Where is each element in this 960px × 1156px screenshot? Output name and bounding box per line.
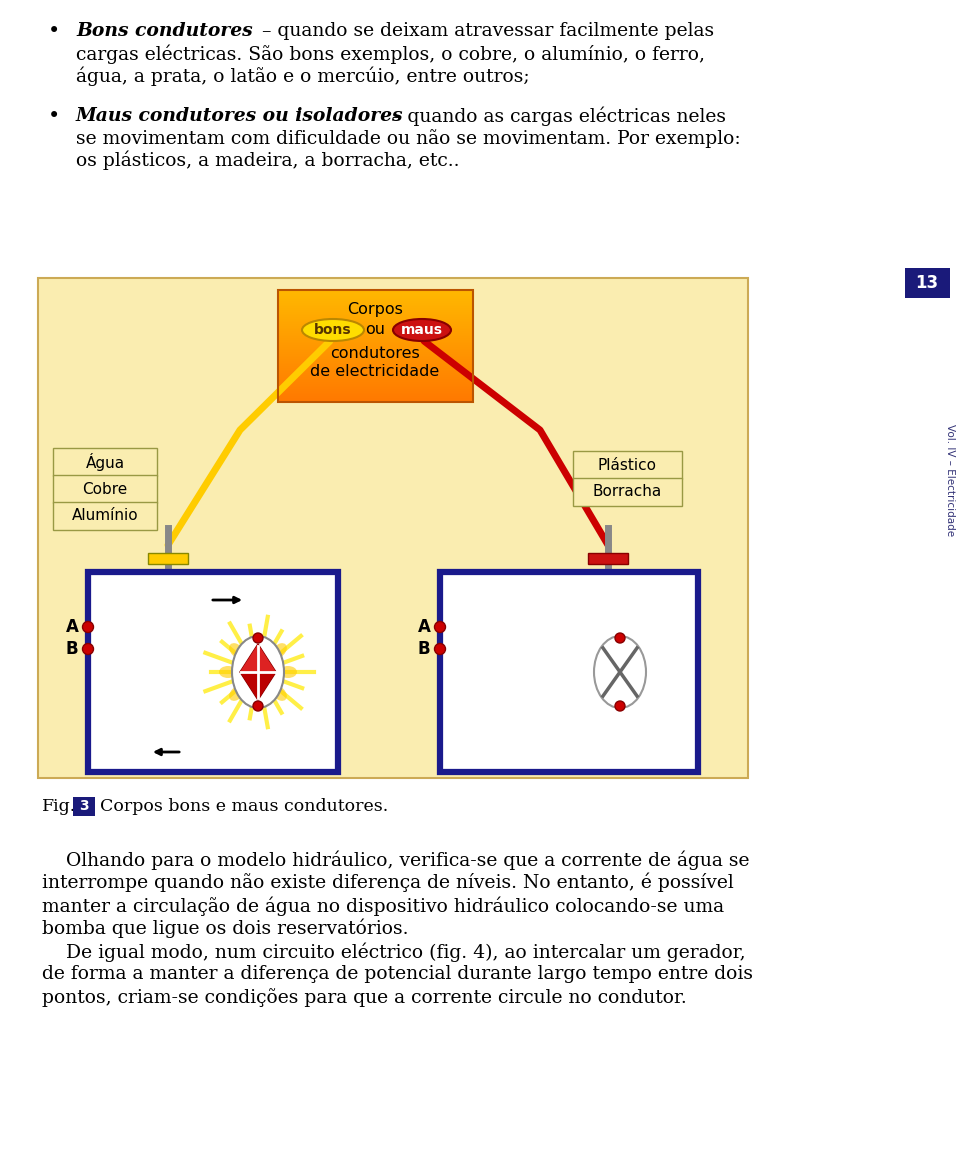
Text: B: B bbox=[418, 640, 430, 658]
FancyBboxPatch shape bbox=[573, 477, 682, 506]
Text: interrompe quando não existe diferença de níveis. No entanto, é possível: interrompe quando não existe diferença d… bbox=[42, 873, 733, 892]
Text: Maus condutores ou isoladores: Maus condutores ou isoladores bbox=[76, 108, 403, 125]
Text: Olhando para o modelo hidráulico, verifica-se que a corrente de água se: Olhando para o modelo hidráulico, verifi… bbox=[42, 850, 750, 869]
Text: Vol. IV – Electricidade: Vol. IV – Electricidade bbox=[945, 424, 955, 536]
Circle shape bbox=[83, 644, 93, 654]
Text: bons: bons bbox=[314, 323, 351, 338]
Bar bbox=[38, 277, 748, 778]
Circle shape bbox=[435, 644, 445, 654]
Text: – quando se deixam atravessar facilmente pelas: – quando se deixam atravessar facilmente… bbox=[256, 22, 714, 40]
Ellipse shape bbox=[272, 686, 287, 701]
Ellipse shape bbox=[393, 319, 451, 341]
Polygon shape bbox=[240, 644, 276, 672]
FancyBboxPatch shape bbox=[53, 475, 157, 503]
Circle shape bbox=[615, 701, 625, 711]
Text: de electricidade: de electricidade bbox=[310, 364, 440, 379]
Text: água, a prata, o latão e o mercúio, entre outros;: água, a prata, o latão e o mercúio, entr… bbox=[76, 66, 530, 86]
Text: de forma a manter a diferença de potencial durante largo tempo entre dois: de forma a manter a diferença de potenci… bbox=[42, 965, 753, 983]
Text: manter a circulação de água no dispositivo hidráulico colocando-se uma: manter a circulação de água no dispositi… bbox=[42, 896, 724, 916]
Text: Corpos bons e maus condutores.: Corpos bons e maus condutores. bbox=[100, 798, 388, 815]
Ellipse shape bbox=[272, 643, 287, 659]
FancyBboxPatch shape bbox=[53, 449, 157, 476]
Polygon shape bbox=[240, 672, 276, 701]
Ellipse shape bbox=[252, 692, 264, 711]
Circle shape bbox=[83, 622, 93, 632]
Text: – quando as cargas eléctricas neles: – quando as cargas eléctricas neles bbox=[386, 108, 726, 126]
Text: A: A bbox=[418, 618, 430, 636]
Ellipse shape bbox=[232, 636, 284, 707]
Text: •: • bbox=[48, 22, 60, 40]
Text: 13: 13 bbox=[916, 274, 939, 292]
Ellipse shape bbox=[219, 666, 237, 679]
Text: cargas eléctricas. São bons exemplos, o cobre, o alumínio, o ferro,: cargas eléctricas. São bons exemplos, o … bbox=[76, 44, 705, 64]
Ellipse shape bbox=[302, 319, 364, 341]
Ellipse shape bbox=[252, 633, 264, 651]
Text: Fig.: Fig. bbox=[42, 798, 76, 815]
Text: ou: ou bbox=[365, 323, 385, 338]
Text: Borracha: Borracha bbox=[592, 484, 661, 499]
Circle shape bbox=[253, 701, 263, 711]
Ellipse shape bbox=[279, 666, 297, 679]
Text: •: • bbox=[48, 108, 60, 126]
Polygon shape bbox=[240, 644, 276, 701]
Ellipse shape bbox=[594, 636, 646, 707]
Bar bbox=[440, 572, 698, 772]
Text: bomba que ligue os dois reservatórios.: bomba que ligue os dois reservatórios. bbox=[42, 919, 409, 939]
Text: Corpos: Corpos bbox=[348, 302, 403, 317]
Text: De igual modo, num circuito eléctrico (fig. 4), ao intercalar um gerador,: De igual modo, num circuito eléctrico (f… bbox=[42, 942, 746, 962]
Circle shape bbox=[615, 633, 625, 643]
Ellipse shape bbox=[229, 686, 245, 701]
Text: os plásticos, a madeira, a borracha, etc..: os plásticos, a madeira, a borracha, etc… bbox=[76, 151, 460, 170]
FancyBboxPatch shape bbox=[573, 451, 682, 479]
Text: maus: maus bbox=[401, 323, 443, 338]
Text: A: A bbox=[65, 618, 79, 636]
Text: se movimentam com dificuldade ou não se movimentam. Por exemplo:: se movimentam com dificuldade ou não se … bbox=[76, 129, 740, 148]
Text: Alumínio: Alumínio bbox=[72, 509, 138, 524]
Text: Plástico: Plástico bbox=[597, 458, 657, 473]
Text: Água: Água bbox=[85, 453, 125, 470]
Circle shape bbox=[435, 622, 445, 632]
Circle shape bbox=[253, 633, 263, 643]
Text: Bons condutores: Bons condutores bbox=[76, 22, 252, 40]
Text: pontos, criam-se condições para que a corrente circule no condutor.: pontos, criam-se condições para que a co… bbox=[42, 988, 686, 1007]
Text: B: B bbox=[65, 640, 79, 658]
Ellipse shape bbox=[229, 643, 245, 659]
FancyBboxPatch shape bbox=[73, 796, 95, 816]
Bar bbox=[588, 553, 628, 564]
Text: 3: 3 bbox=[79, 800, 89, 814]
Text: Cobre: Cobre bbox=[83, 482, 128, 496]
Bar bbox=[148, 553, 188, 564]
FancyBboxPatch shape bbox=[53, 502, 157, 529]
Bar bbox=[88, 572, 338, 772]
FancyBboxPatch shape bbox=[905, 268, 950, 298]
Text: condutores: condutores bbox=[330, 346, 420, 361]
